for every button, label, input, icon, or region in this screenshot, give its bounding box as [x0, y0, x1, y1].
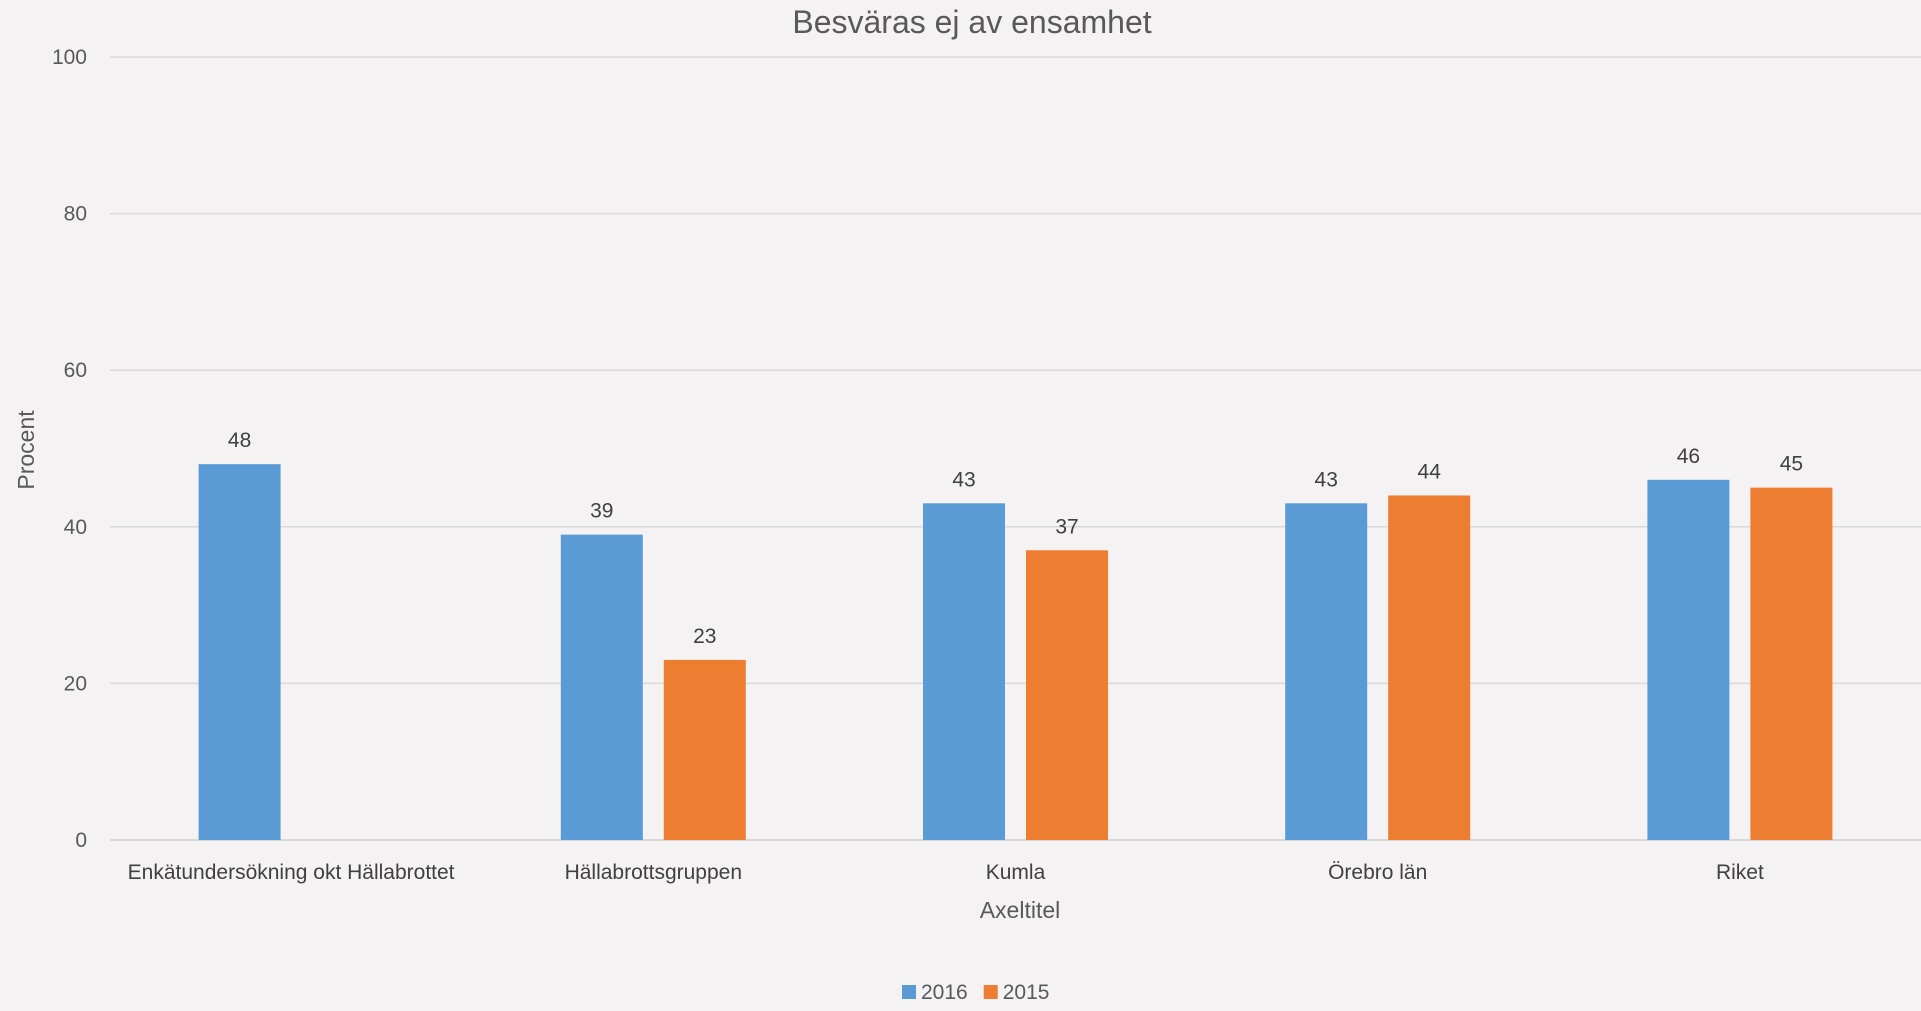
- y-tick-label: 0: [75, 829, 87, 852]
- data-label: 23: [693, 625, 716, 648]
- bar-2016: [1285, 503, 1368, 840]
- y-tick-label: 40: [64, 516, 87, 539]
- legend-label: 2015: [1003, 981, 1050, 1004]
- y-tick-label: 80: [64, 203, 87, 226]
- data-label: 44: [1418, 460, 1442, 483]
- data-label: 43: [952, 468, 975, 491]
- bar-2016: [560, 534, 643, 840]
- legend-label: 2016: [921, 981, 968, 1004]
- legend: 2016 2015: [902, 981, 1049, 1004]
- x-axis-title: Axeltitel: [980, 897, 1061, 923]
- legend-item-2016: 2016: [902, 981, 968, 1004]
- bar-2015: [663, 659, 746, 840]
- bar-2015: [1026, 550, 1108, 840]
- bar-2016: [198, 464, 281, 840]
- data-labels: 48 39 23 43 37 43 44 46 45: [228, 429, 1803, 648]
- legend-item-2015: 2015: [983, 981, 1050, 1004]
- data-label: 48: [228, 429, 251, 452]
- data-label: 37: [1055, 515, 1078, 538]
- data-label: 46: [1677, 445, 1700, 468]
- x-category-label: Riket: [1716, 861, 1764, 884]
- bar-2016: [923, 503, 1005, 840]
- x-category-label: Enkätundersökning okt Hällabrottet: [128, 861, 455, 884]
- y-axis-ticks: 0 20 40 60 80 100: [52, 46, 87, 852]
- y-tick-label: 20: [64, 672, 87, 695]
- x-axis-categories: Enkätundersökning okt Hällabrottet Hällab…: [128, 861, 1764, 884]
- legend-swatch: [983, 985, 998, 999]
- x-category-label: Örebro län: [1328, 861, 1427, 884]
- bar-2015: [1388, 495, 1471, 840]
- data-label: 43: [1315, 468, 1338, 491]
- y-tick-label: 60: [64, 359, 87, 382]
- bar-2016: [1647, 479, 1730, 840]
- x-category-label: Hällabrottsgruppen: [565, 861, 742, 884]
- x-category-label: Kumla: [986, 861, 1046, 884]
- data-label: 45: [1780, 453, 1803, 476]
- bars: [198, 464, 1833, 840]
- gridlines: [110, 56, 1921, 841]
- legend-swatch: [902, 985, 916, 999]
- chart-title: Besväras ej av ensamhet: [792, 4, 1151, 40]
- data-label: 39: [590, 500, 613, 523]
- y-tick-label: 100: [52, 46, 87, 69]
- bar-2015: [1750, 487, 1833, 840]
- y-axis-title: Procent: [13, 410, 39, 490]
